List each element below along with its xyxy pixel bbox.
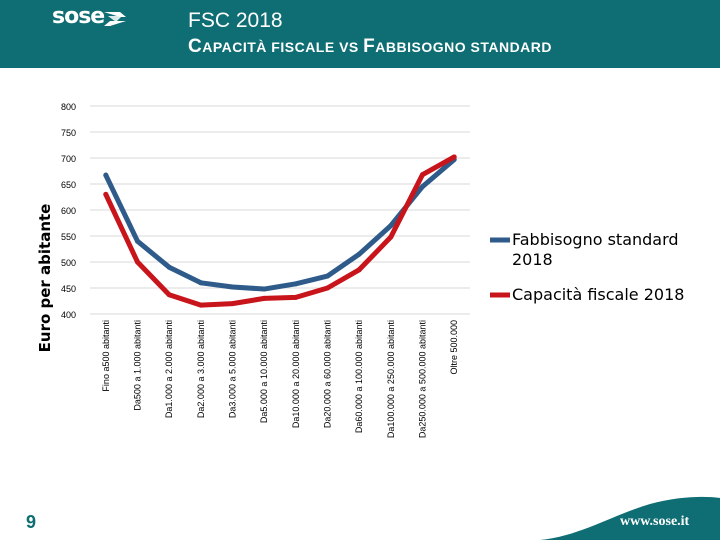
- x-tick-label: Fino a500 abitanti: [101, 320, 111, 392]
- y-axis-label: Euro per abitante: [36, 204, 54, 353]
- data-point: [166, 292, 172, 298]
- line-chart: 400 450 500 550 600 650 700 750 800 Euro per abi…: [36, 102, 684, 438]
- data-point: [261, 295, 267, 301]
- slide-title: FSC 2018: [188, 9, 283, 32]
- data-point: [325, 273, 330, 279]
- x-tick-label: Da5.000 a 10.000 abitanti: [259, 320, 269, 423]
- data-point: [356, 267, 362, 273]
- chart-gridlines: [90, 105, 470, 315]
- x-tick-label: Da500 a 1.000 abitanti: [133, 320, 143, 411]
- data-point: [388, 234, 394, 240]
- x-tick-label: Oltre 500.000: [449, 320, 459, 375]
- x-tick-label: Da1.000 a 2.000 abitanti: [164, 320, 174, 418]
- x-tick-label: Da2.000 a 3.000 abitanti: [196, 320, 206, 418]
- data-point: [293, 281, 299, 287]
- header-bar: sose FSC 2018 CAPACITÀ FISCALE VS FABBIS…: [0, 0, 720, 68]
- y-tick-label: 600: [61, 206, 76, 216]
- y-tick-label: 750: [61, 128, 76, 138]
- data-point: [198, 280, 204, 286]
- sose-logo: sose: [0, 0, 150, 40]
- y-tick-label: 500: [61, 258, 76, 268]
- x-axis-ticks: Fino a500 abitanti Da500 a 1.000 abitanti…: [101, 320, 459, 438]
- data-point: [420, 184, 425, 190]
- y-tick-label: 450: [61, 284, 76, 294]
- data-point: [293, 294, 299, 300]
- data-point: [198, 302, 204, 308]
- series-line-0: [103, 157, 457, 292]
- data-point: [230, 301, 235, 307]
- logo-text: sose: [52, 4, 105, 29]
- data-point: [420, 172, 425, 178]
- data-point: [451, 154, 457, 160]
- y-tick-label: 700: [61, 154, 76, 164]
- legend-label: 2018: [512, 250, 553, 269]
- y-tick-label: 400: [61, 310, 76, 320]
- legend-label: Fabbisogno standard: [512, 230, 679, 249]
- y-axis-ticks: 400 450 500 550 600 650 700 750 800: [61, 102, 76, 320]
- slide-subtitle: CAPACITÀ FISCALE VS FABBISOGNO STANDARD: [188, 36, 553, 57]
- y-tick-label: 650: [61, 180, 76, 190]
- data-point: [356, 251, 362, 257]
- data-point: [166, 264, 172, 270]
- logo-arrows-icon: [104, 12, 126, 26]
- website-link[interactable]: www.sose.it: [620, 514, 690, 529]
- legend-label: Capacità fiscale 2018: [512, 285, 684, 304]
- data-point: [103, 172, 109, 178]
- data-point: [230, 284, 235, 290]
- data-point: [388, 223, 394, 229]
- y-tick-label: 800: [61, 102, 76, 112]
- y-tick-label: 550: [61, 232, 76, 242]
- x-tick-label: Da3.000 a 5.000 abitanti: [228, 320, 238, 418]
- series-line-1: [103, 154, 457, 308]
- data-point: [135, 238, 140, 244]
- series-lines: [103, 154, 457, 308]
- data-point: [135, 259, 140, 265]
- x-tick-label: Da60.000 a 100.000 abitanti: [354, 320, 364, 433]
- x-tick-label: Da20.000 a 60.000 abitanti: [323, 320, 333, 428]
- page-number: 9: [26, 512, 37, 532]
- x-tick-label: Da250.000 a 500.000 abitanti: [418, 320, 428, 438]
- footer-wave: [540, 496, 720, 540]
- x-tick-label: Da10.000 a 20.000 abitanti: [291, 320, 301, 428]
- data-point: [325, 285, 330, 291]
- data-point: [103, 191, 109, 197]
- data-point: [261, 286, 267, 292]
- x-tick-label: Da100.000 a 250.000 abitanti: [386, 320, 396, 438]
